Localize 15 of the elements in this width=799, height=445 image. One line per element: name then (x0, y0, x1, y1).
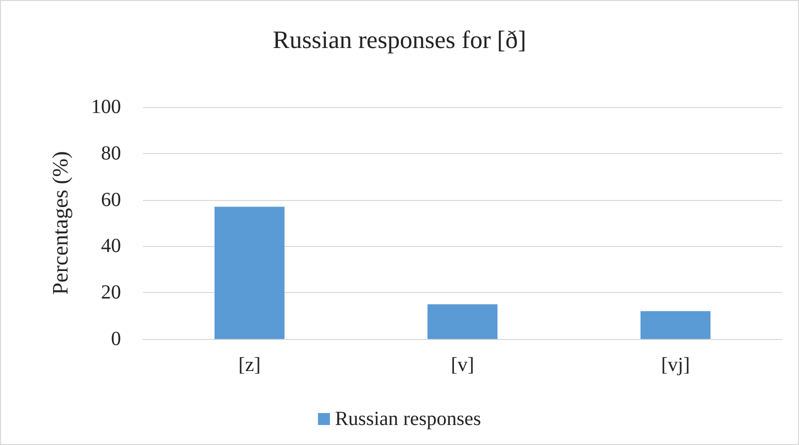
y-tick-label: 40 (101, 235, 121, 258)
y-tick-label: 60 (101, 188, 121, 211)
bar (428, 304, 498, 339)
x-tick-label: [z] (238, 354, 261, 376)
bar (214, 206, 284, 339)
legend-label: Russian responses (334, 408, 482, 430)
x-tick-label: [v] (450, 354, 474, 376)
x-tick-label: [vj] (661, 354, 690, 376)
bar (640, 311, 710, 339)
y-tick-label: 20 (101, 282, 121, 304)
y-tick-label: 100 (91, 96, 121, 118)
y-tick-label: 0 (111, 328, 121, 350)
chart-title: Russian responses for [ð] (272, 27, 526, 54)
y-axis-title: Percentages (%) (48, 151, 72, 295)
y-tick-label: 80 (101, 142, 121, 164)
